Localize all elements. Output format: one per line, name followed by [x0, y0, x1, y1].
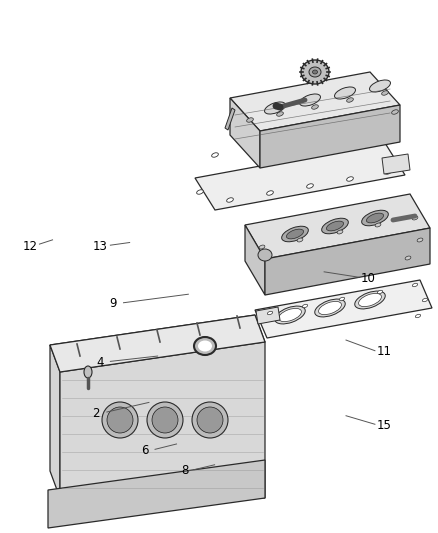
Ellipse shape: [275, 306, 305, 324]
Polygon shape: [256, 307, 280, 324]
Ellipse shape: [370, 80, 391, 92]
Text: 11: 11: [377, 345, 392, 358]
Ellipse shape: [147, 402, 183, 438]
Polygon shape: [265, 228, 430, 295]
Ellipse shape: [282, 226, 308, 242]
Ellipse shape: [365, 128, 371, 132]
Ellipse shape: [212, 153, 219, 157]
Polygon shape: [50, 345, 60, 498]
Ellipse shape: [385, 170, 392, 174]
Ellipse shape: [312, 70, 318, 74]
Ellipse shape: [277, 112, 283, 116]
Ellipse shape: [315, 299, 345, 317]
Ellipse shape: [337, 230, 343, 234]
Ellipse shape: [152, 407, 178, 433]
Ellipse shape: [84, 366, 92, 378]
Polygon shape: [230, 72, 400, 131]
Ellipse shape: [412, 284, 418, 287]
Ellipse shape: [412, 216, 418, 220]
Ellipse shape: [267, 191, 273, 195]
Ellipse shape: [392, 110, 398, 114]
Ellipse shape: [346, 98, 353, 102]
Text: 15: 15: [377, 419, 392, 432]
Ellipse shape: [302, 304, 307, 308]
Ellipse shape: [247, 118, 253, 122]
Ellipse shape: [355, 291, 385, 309]
Polygon shape: [60, 342, 265, 498]
Ellipse shape: [247, 147, 253, 151]
Ellipse shape: [389, 158, 396, 162]
Ellipse shape: [339, 297, 345, 301]
Ellipse shape: [309, 67, 321, 77]
Ellipse shape: [107, 407, 133, 433]
Ellipse shape: [258, 249, 272, 261]
Ellipse shape: [335, 87, 356, 99]
Ellipse shape: [312, 105, 318, 109]
Ellipse shape: [318, 301, 342, 314]
Text: 13: 13: [92, 240, 107, 253]
Text: 9: 9: [109, 297, 117, 310]
Ellipse shape: [405, 256, 411, 260]
Text: 10: 10: [360, 272, 375, 285]
Polygon shape: [245, 225, 265, 295]
Ellipse shape: [375, 223, 381, 227]
Polygon shape: [50, 315, 265, 372]
Polygon shape: [48, 460, 265, 528]
Text: 6: 6: [141, 444, 148, 457]
Ellipse shape: [192, 402, 228, 438]
Ellipse shape: [279, 309, 301, 321]
Ellipse shape: [194, 337, 216, 355]
Ellipse shape: [265, 102, 286, 114]
Ellipse shape: [422, 298, 427, 302]
Ellipse shape: [378, 290, 383, 294]
Text: 8: 8: [181, 464, 188, 477]
Ellipse shape: [297, 238, 303, 242]
Ellipse shape: [327, 134, 333, 138]
Polygon shape: [50, 315, 265, 372]
Text: 2: 2: [92, 407, 100, 419]
Text: 4: 4: [96, 356, 104, 369]
Ellipse shape: [197, 190, 203, 194]
Polygon shape: [245, 194, 430, 259]
Polygon shape: [230, 98, 260, 168]
Polygon shape: [225, 108, 235, 130]
Ellipse shape: [321, 218, 348, 234]
Ellipse shape: [415, 314, 420, 318]
Ellipse shape: [417, 238, 423, 242]
Ellipse shape: [307, 184, 313, 188]
Polygon shape: [255, 280, 432, 338]
Ellipse shape: [286, 140, 293, 144]
Ellipse shape: [286, 229, 304, 239]
Ellipse shape: [226, 198, 233, 202]
Ellipse shape: [346, 177, 353, 181]
Ellipse shape: [267, 311, 272, 314]
Ellipse shape: [362, 210, 389, 226]
Polygon shape: [260, 105, 400, 168]
Polygon shape: [382, 154, 410, 174]
Ellipse shape: [259, 245, 265, 249]
Ellipse shape: [198, 341, 212, 351]
Ellipse shape: [102, 402, 138, 438]
Ellipse shape: [301, 60, 329, 84]
Polygon shape: [195, 143, 405, 210]
Ellipse shape: [197, 407, 223, 433]
Ellipse shape: [367, 213, 384, 223]
Ellipse shape: [300, 94, 321, 106]
Text: 12: 12: [22, 240, 37, 253]
Ellipse shape: [381, 91, 389, 95]
Ellipse shape: [326, 221, 343, 231]
Ellipse shape: [359, 293, 381, 306]
